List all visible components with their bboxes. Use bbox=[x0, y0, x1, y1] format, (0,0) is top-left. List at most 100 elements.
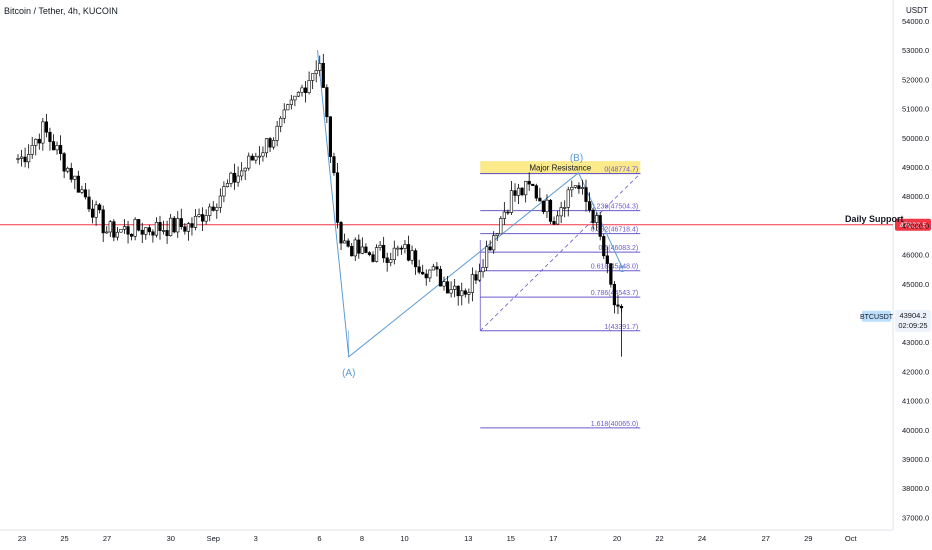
candle-down bbox=[506, 211, 510, 214]
candle-up bbox=[247, 155, 251, 169]
candle-down bbox=[147, 227, 151, 233]
candle-down bbox=[367, 252, 372, 256]
candle-down bbox=[87, 196, 91, 210]
candle-up bbox=[19, 156, 24, 159]
candle-up bbox=[254, 156, 258, 161]
candle-up bbox=[570, 186, 574, 191]
candle-up bbox=[30, 145, 34, 155]
candle-up bbox=[286, 104, 290, 111]
candle-down bbox=[183, 226, 187, 232]
candle-down bbox=[328, 116, 333, 157]
candle-up bbox=[41, 121, 45, 144]
major-resistance-label: Major Resistance bbox=[529, 164, 591, 173]
candle-up bbox=[115, 231, 119, 238]
fib-label-0.236: 0.236(47504.3) bbox=[591, 204, 638, 211]
price-tick-label: 38000.0 bbox=[902, 484, 929, 493]
candle-down bbox=[62, 153, 66, 172]
candle-down bbox=[527, 180, 531, 185]
candle-down bbox=[577, 185, 581, 189]
time-tick-label: Sep bbox=[207, 534, 220, 543]
candle-up bbox=[311, 73, 315, 81]
candle-up bbox=[204, 215, 208, 222]
candle-down bbox=[616, 304, 620, 307]
candle-down bbox=[140, 229, 144, 235]
candle-down bbox=[598, 215, 602, 237]
candle-up bbox=[342, 240, 347, 244]
candle-up bbox=[282, 109, 286, 119]
price-tick-label: 37000.0 bbox=[902, 513, 929, 522]
candle-up bbox=[318, 62, 322, 71]
wave-a-label: (A) bbox=[342, 368, 355, 379]
candle-down bbox=[350, 245, 354, 257]
candle-up bbox=[236, 175, 240, 183]
candle-up bbox=[410, 250, 414, 261]
candle-down bbox=[488, 246, 492, 251]
wave-b-label: (B) bbox=[570, 153, 583, 164]
time-tick-label: 20 bbox=[613, 534, 621, 543]
candle-down bbox=[417, 266, 421, 273]
price-tick-label: 43000.0 bbox=[902, 338, 929, 347]
candle-up bbox=[197, 214, 201, 217]
symbol-title: Bitcoin / Tether, 4h, KUCOIN bbox=[4, 6, 118, 16]
candle-down bbox=[382, 244, 386, 259]
candle-up bbox=[559, 207, 563, 217]
daily-support-line[interactable]: 47022.5 bbox=[0, 218, 931, 231]
candle-down bbox=[587, 201, 592, 211]
candle-down bbox=[179, 218, 183, 228]
candle-down bbox=[112, 221, 116, 238]
candle-up bbox=[261, 152, 265, 157]
candle-down bbox=[612, 284, 616, 306]
candle-up bbox=[442, 281, 446, 287]
price-tick-label: 49000.0 bbox=[902, 163, 929, 172]
time-tick-label: 8 bbox=[360, 534, 364, 543]
price-tick-label: 41000.0 bbox=[902, 397, 929, 406]
candle-up bbox=[34, 138, 38, 146]
candle-up bbox=[495, 233, 499, 236]
time-tick-label: 24 bbox=[698, 534, 706, 543]
candle-up bbox=[16, 158, 20, 160]
candle-down bbox=[591, 209, 595, 223]
fib-label-0.5: 0.5(46083.2) bbox=[599, 245, 639, 252]
time-tick-label: 23 bbox=[18, 534, 26, 543]
candle-down bbox=[435, 266, 439, 270]
candle-up bbox=[467, 292, 471, 295]
candle-up bbox=[524, 180, 528, 196]
price-tick-label: 47000.0 bbox=[902, 221, 929, 230]
candle-up bbox=[169, 217, 173, 237]
price-axis[interactable]: 54000.0 53000.0 52000.0 51000.0 50000.0 49000… bbox=[860, 17, 931, 522]
candle-up bbox=[66, 167, 70, 172]
wave-lines[interactable] bbox=[317, 50, 624, 358]
candle-down bbox=[137, 219, 141, 231]
candle-up bbox=[484, 246, 489, 268]
candle-up bbox=[573, 185, 577, 188]
candle-down bbox=[609, 263, 613, 285]
price-tick-label: 54000.0 bbox=[902, 17, 929, 26]
support-price-text: 47022.5 bbox=[899, 221, 926, 230]
candle-down bbox=[424, 273, 428, 279]
candle-up bbox=[240, 170, 244, 177]
candle-up bbox=[289, 99, 293, 105]
time-tick-label: Oct bbox=[845, 534, 858, 543]
candle-down bbox=[371, 254, 375, 262]
candle-up bbox=[161, 230, 166, 232]
candle-down bbox=[51, 141, 56, 151]
candle-up bbox=[119, 228, 123, 233]
candle-up bbox=[208, 206, 212, 216]
candle-down bbox=[325, 87, 329, 118]
candle-down bbox=[126, 226, 130, 235]
fib-label-0: 0(48774.7) bbox=[604, 167, 638, 174]
candle-down bbox=[332, 156, 336, 174]
candle-up bbox=[477, 271, 482, 281]
time-tick-label: 25 bbox=[60, 534, 68, 543]
candle-down bbox=[201, 214, 205, 222]
candle-down bbox=[552, 221, 556, 225]
time-axis[interactable]: 23 25 27 30 Sep 3 6 8 10 13 15 17 20 22 24 27 29 Oct bbox=[18, 534, 858, 543]
candle-down bbox=[101, 209, 105, 234]
candle-down bbox=[421, 271, 425, 275]
time-tick-label: 22 bbox=[655, 534, 663, 543]
time-tick-label: 6 bbox=[317, 534, 321, 543]
price-tick-label: 39000.0 bbox=[902, 455, 929, 464]
wave-c-label: C bbox=[619, 264, 626, 274]
candle-up bbox=[502, 211, 506, 219]
